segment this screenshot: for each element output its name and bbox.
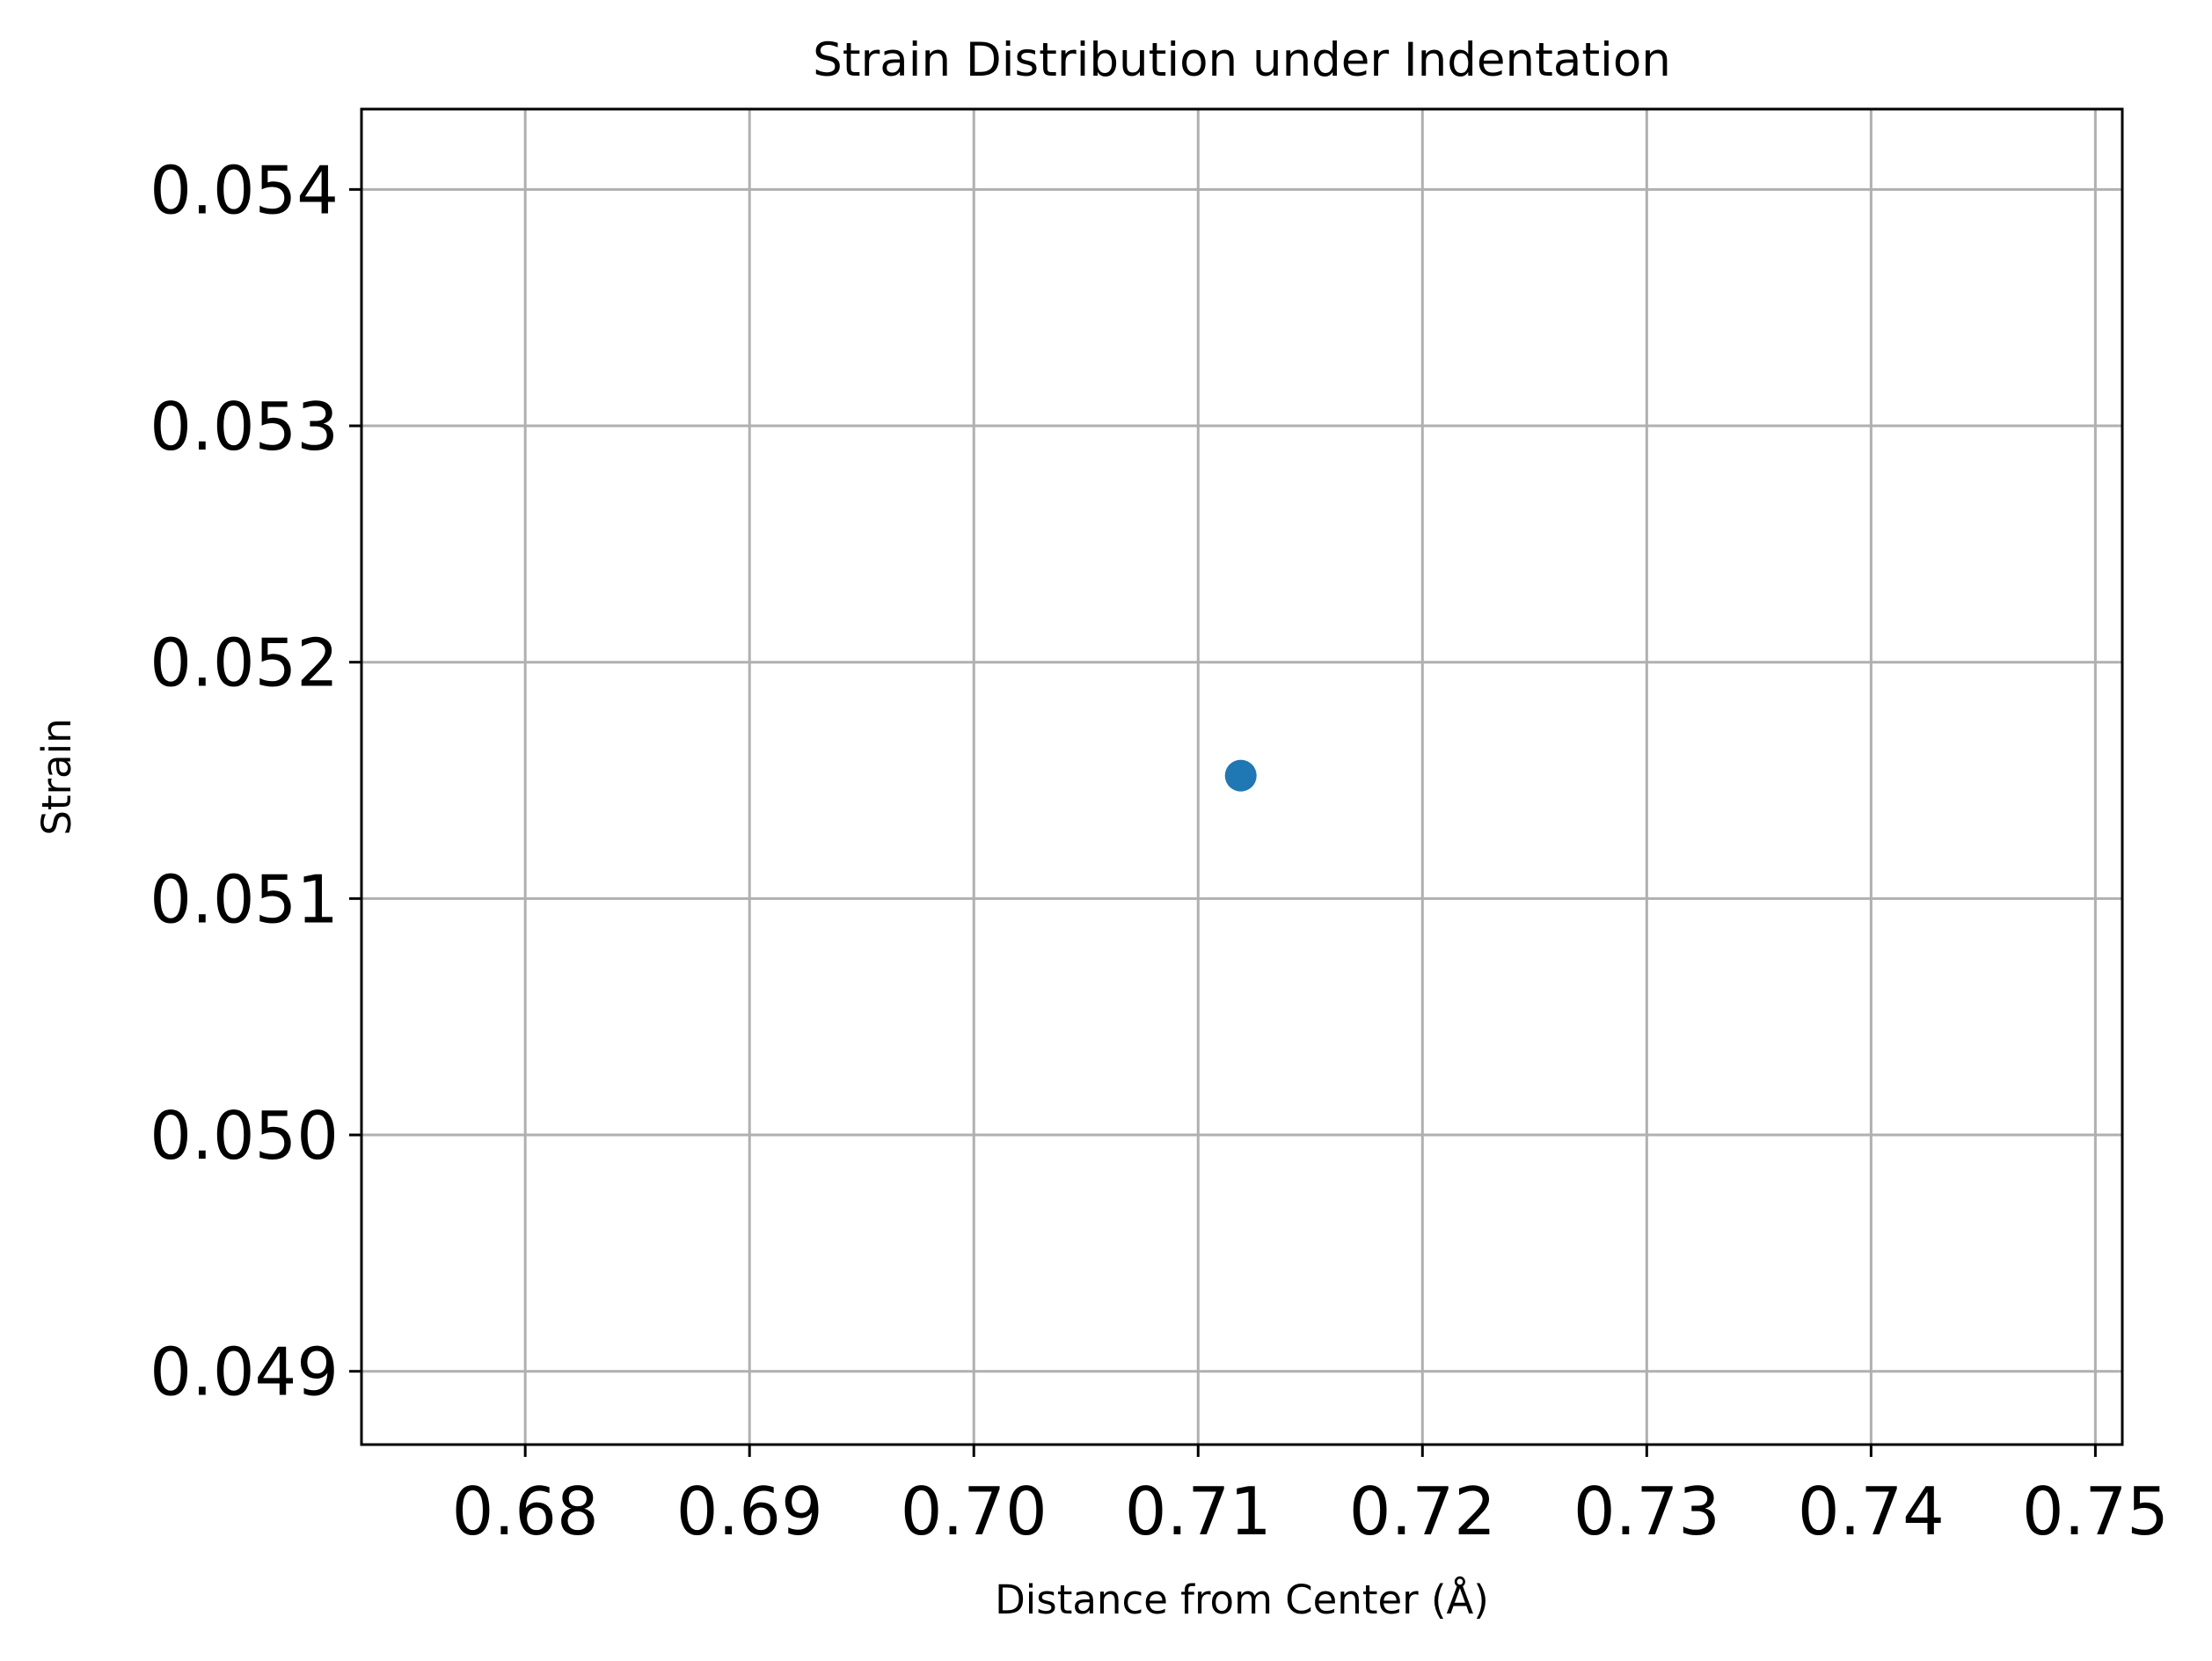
grid-lines xyxy=(361,109,2122,1445)
x-tick-label: 0.75 xyxy=(2022,1473,2169,1550)
x-axis-label: Distance from Center (Å) xyxy=(995,1577,1489,1623)
tick-marks xyxy=(349,187,2097,1457)
x-tick-label: 0.73 xyxy=(1573,1473,1720,1550)
data-point xyxy=(1224,759,1257,792)
data-points xyxy=(1224,759,1257,792)
y-tick-label: 0.051 xyxy=(150,860,339,938)
x-tick-label: 0.72 xyxy=(1349,1473,1496,1550)
chart-title: Strain Distribution under Indentation xyxy=(813,33,1671,87)
x-tick-label: 0.70 xyxy=(901,1473,1048,1550)
y-tick-label: 0.052 xyxy=(150,625,339,702)
x-tick-label: 0.68 xyxy=(452,1473,599,1550)
y-tick-label: 0.053 xyxy=(150,388,339,465)
x-tick-label: 0.71 xyxy=(1125,1473,1272,1550)
x-tick-label: 0.69 xyxy=(676,1473,823,1550)
plot-frame xyxy=(360,107,2124,1446)
x-tick-label: 0.74 xyxy=(1798,1473,1945,1550)
y-tick-label: 0.049 xyxy=(150,1334,339,1411)
y-axis-label: Strain xyxy=(33,718,80,835)
y-tick-label: 0.050 xyxy=(150,1097,339,1174)
y-tick-label: 0.054 xyxy=(150,151,339,229)
